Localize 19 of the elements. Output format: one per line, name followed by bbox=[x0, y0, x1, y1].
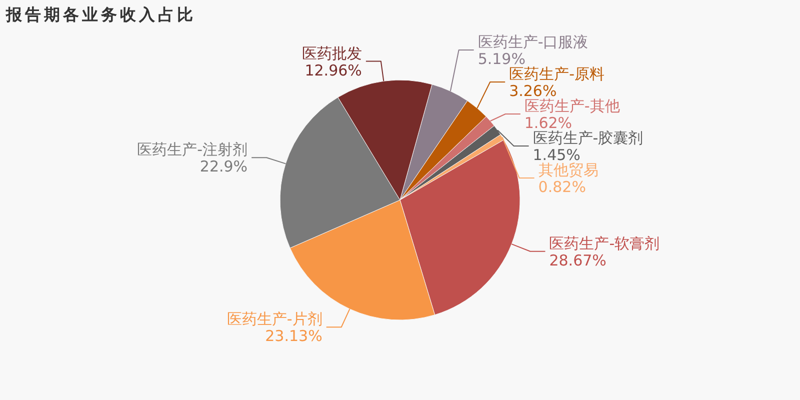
slice-label: 医药生产-软膏剂 bbox=[549, 234, 660, 252]
slice-label: 医药生产-口服液 bbox=[478, 33, 588, 51]
chart-title: 报告期各业务收入占比 bbox=[5, 5, 196, 24]
data-label: 1.62% bbox=[524, 114, 572, 132]
data-label: 5.19% bbox=[478, 50, 526, 68]
data-label: 28.67% bbox=[549, 251, 606, 270]
slice-label: 医药批发 bbox=[302, 44, 362, 62]
slice-label: 其他贸易 bbox=[538, 161, 598, 179]
slice-label: 医药生产-其他 bbox=[524, 97, 620, 115]
slice-label: 医药生产-原料 bbox=[509, 65, 605, 83]
data-label: 0.82% bbox=[538, 178, 586, 196]
data-label: 1.45% bbox=[532, 146, 580, 164]
data-label: 3.26% bbox=[509, 82, 557, 100]
slice-label: 医药生产-注射剂 bbox=[137, 140, 248, 159]
slice-label: 医药生产-胶囊剂 bbox=[532, 129, 644, 147]
slice-label: 医药生产-片剂 bbox=[226, 310, 322, 328]
data-label: 23.13% bbox=[265, 327, 322, 346]
data-label: 22.9% bbox=[200, 158, 248, 176]
data-label: 12.96% bbox=[304, 61, 362, 80]
